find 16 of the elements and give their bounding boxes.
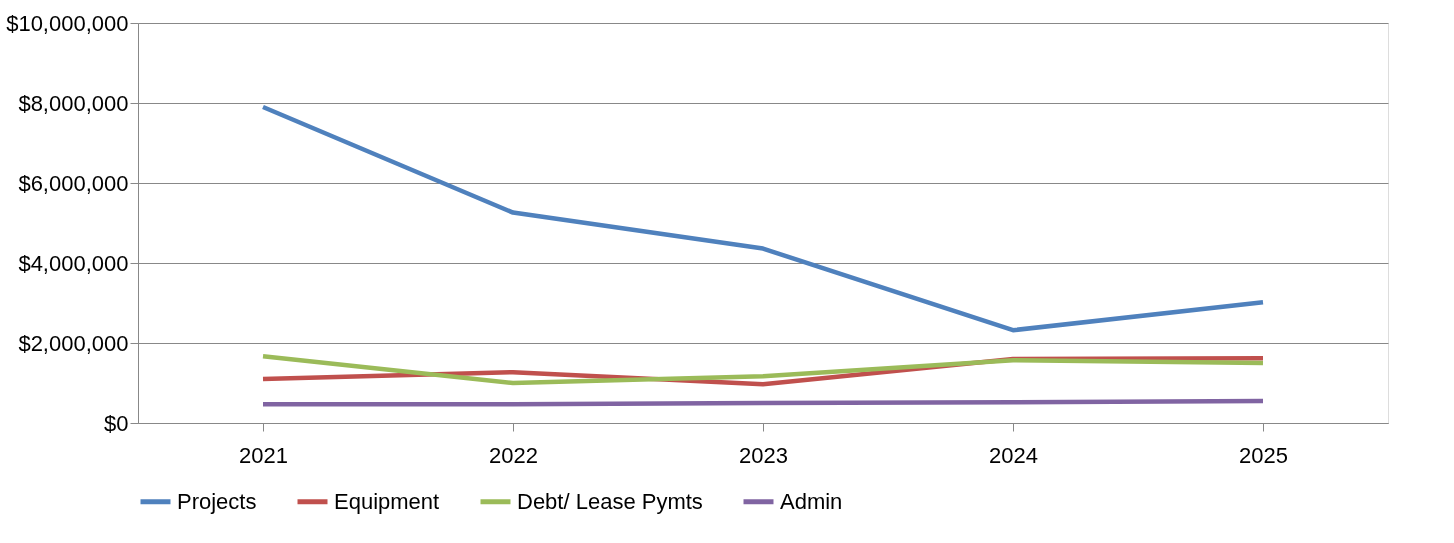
legend-label: Projects: [177, 488, 257, 514]
y-tick-label: $8,000,000: [18, 90, 129, 116]
y-tick-label: $6,000,000: [18, 170, 129, 196]
legend-label: Debt/ Lease Pymts: [517, 488, 703, 514]
y-tick-label: $2,000,000: [18, 330, 129, 356]
line-series: [260, 104, 1266, 333]
x-tick-label: 2021: [239, 442, 288, 468]
legend-label: Equipment: [334, 488, 440, 514]
x-tick-label: 2023: [739, 442, 788, 468]
x-tick-label: 2025: [1239, 442, 1288, 468]
x-tick-label: 2022: [489, 442, 538, 468]
y-tick-label: $10,000,000: [6, 10, 129, 36]
legend-label: Admin: [780, 488, 843, 514]
y-tick-label: $4,000,000: [18, 250, 129, 276]
y-tick-label: $0: [104, 410, 129, 436]
x-tick-label: 2024: [989, 442, 1038, 468]
